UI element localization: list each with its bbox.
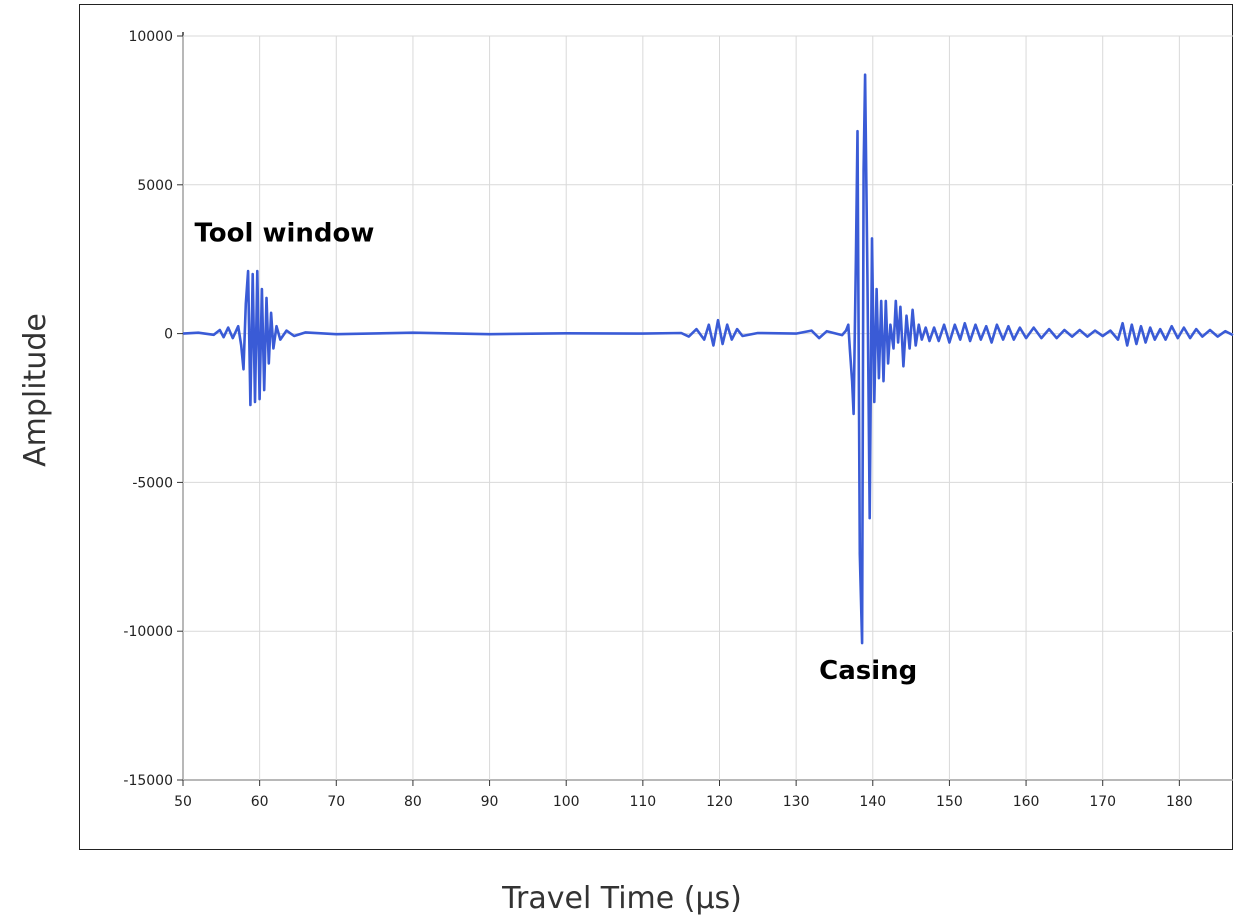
x-tick-label: 50 — [174, 794, 192, 810]
x-tick-label: 70 — [327, 794, 345, 810]
y-tick-label: -10000 — [123, 624, 173, 640]
y-axis-title: Amplitude — [18, 313, 53, 467]
x-tick-label: 90 — [481, 794, 499, 810]
x-tick-label: 180 — [1166, 794, 1193, 810]
x-tick-label: 60 — [251, 794, 269, 810]
annotation-label: Tool window — [194, 218, 374, 248]
annotations: Tool window Casing — [194, 218, 917, 685]
y-tick-label: 10000 — [128, 29, 173, 45]
x-tick-label: 160 — [1013, 794, 1040, 810]
x-tick-label: 120 — [706, 794, 733, 810]
x-tick-label: 140 — [859, 794, 886, 810]
x-tick-label: 130 — [783, 794, 810, 810]
x-tick-label: 100 — [553, 794, 580, 810]
y-axis-ticks: 10000 5000 0 -5000 -10000 -15000 — [123, 29, 183, 789]
annotation-label: Casing — [819, 656, 917, 686]
x-tick-label: 110 — [629, 794, 656, 810]
plot-frame — [79, 4, 1233, 850]
grid-lines — [182, 32, 1233, 781]
y-tick-label: 5000 — [137, 178, 173, 194]
amplitude-series-line — [182, 73, 1234, 645]
y-tick-label: -5000 — [132, 475, 173, 491]
y-tick-label: -15000 — [123, 773, 173, 789]
x-tick-label: 170 — [1089, 794, 1116, 810]
x-axis-ticks: 50 60 70 80 90 100 110 120 130 140 150 160 170 180 — [174, 780, 1193, 810]
x-axis-title: Travel Time (µs) — [501, 881, 742, 916]
x-tick-label: 80 — [404, 794, 422, 810]
x-tick-label: 150 — [936, 794, 963, 810]
y-tick-label: 0 — [164, 327, 173, 343]
